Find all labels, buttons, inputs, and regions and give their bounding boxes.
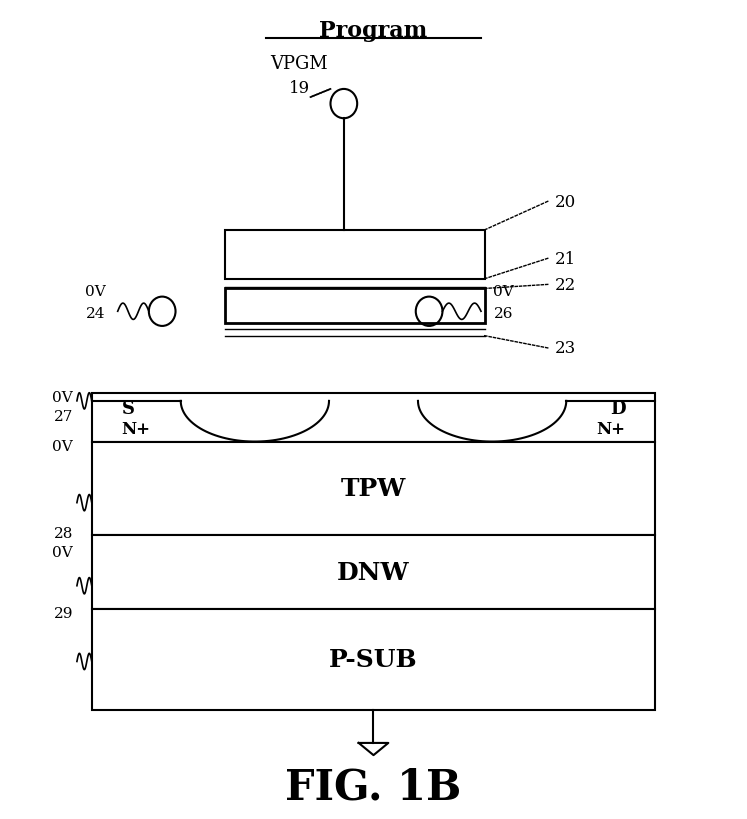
Text: 19: 19 bbox=[289, 79, 310, 97]
Text: 24: 24 bbox=[86, 306, 105, 320]
Text: 21: 21 bbox=[555, 251, 577, 268]
Text: 20: 20 bbox=[555, 193, 577, 210]
Text: 0V: 0V bbox=[52, 391, 73, 405]
Text: 0V: 0V bbox=[85, 284, 106, 299]
Text: 26: 26 bbox=[494, 306, 513, 320]
Text: 29: 29 bbox=[54, 606, 73, 620]
Text: 28: 28 bbox=[54, 526, 73, 541]
Text: FIG. 1B: FIG. 1B bbox=[285, 766, 462, 808]
Text: 0V: 0V bbox=[52, 439, 73, 453]
Text: DNW: DNW bbox=[337, 560, 410, 584]
Text: N+: N+ bbox=[122, 420, 150, 437]
Text: VPGM: VPGM bbox=[270, 55, 328, 73]
Text: S: S bbox=[122, 400, 134, 418]
Bar bbox=[225, 230, 485, 279]
Text: P-SUB: P-SUB bbox=[329, 648, 418, 672]
Text: TPW: TPW bbox=[341, 477, 406, 500]
Text: 0V: 0V bbox=[493, 284, 514, 299]
Bar bbox=[92, 536, 655, 609]
Text: 23: 23 bbox=[555, 340, 577, 357]
Text: N+: N+ bbox=[597, 420, 625, 437]
Bar bbox=[92, 442, 655, 536]
Text: 0V: 0V bbox=[52, 545, 73, 559]
Bar bbox=[225, 289, 485, 324]
Bar bbox=[92, 609, 655, 710]
Text: D: D bbox=[610, 400, 625, 418]
Text: 22: 22 bbox=[555, 277, 577, 293]
Text: 27: 27 bbox=[54, 409, 73, 423]
Bar bbox=[92, 393, 655, 442]
Text: Program: Program bbox=[320, 20, 427, 43]
